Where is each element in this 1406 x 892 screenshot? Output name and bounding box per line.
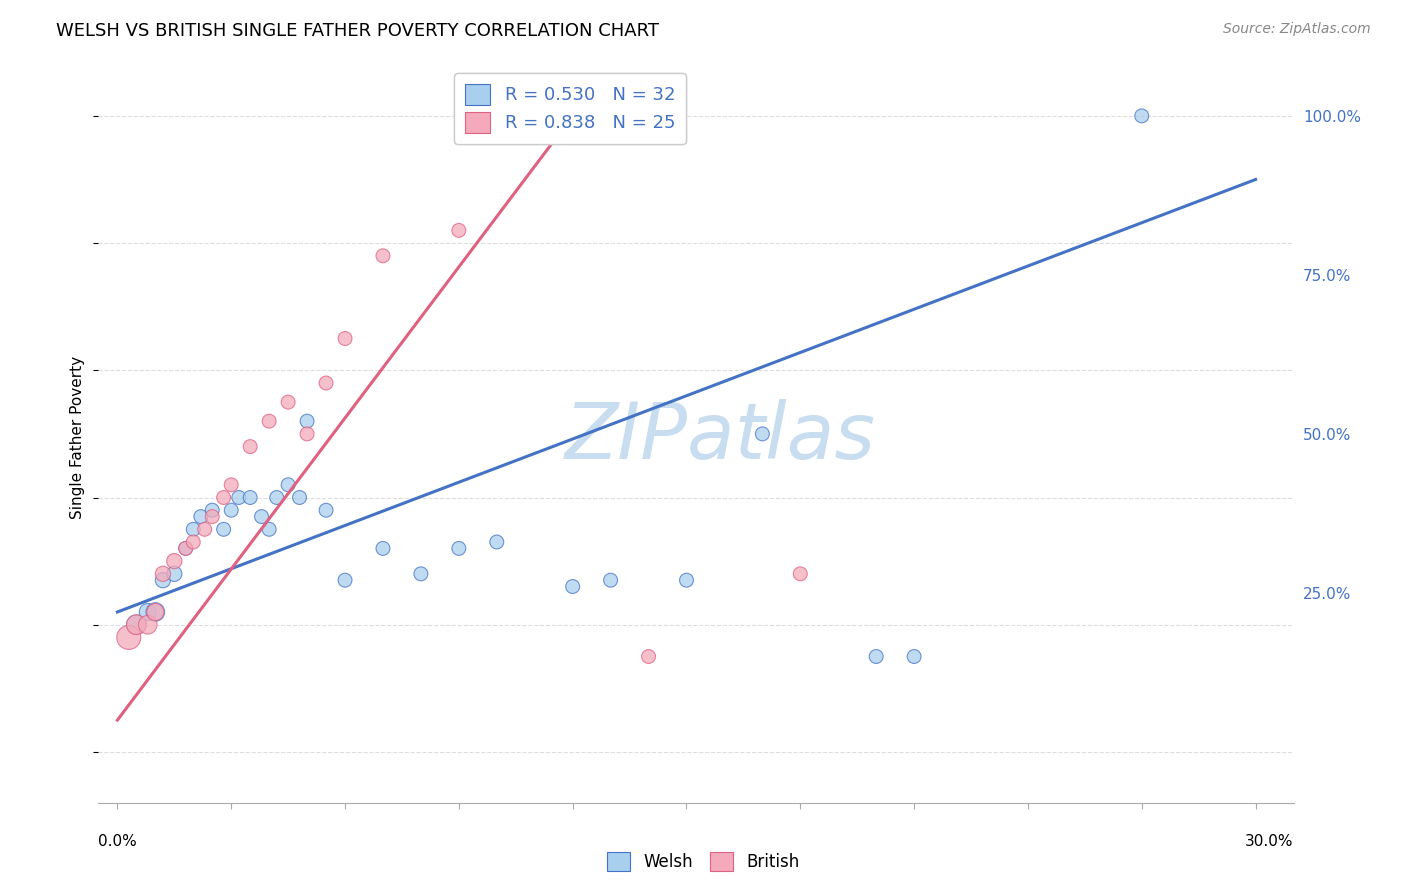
Point [333,573,356,587]
Point [903,649,925,664]
Point [201,503,224,517]
Point [143,605,166,619]
Point [143,605,166,619]
Point [174,541,197,556]
Point [239,491,262,505]
Legend: Welsh, British: Welsh, British [598,843,808,880]
Text: 0.0%: 0.0% [98,834,138,849]
Point [152,566,174,581]
Point [152,573,174,587]
Point [266,491,288,505]
Point [447,541,470,556]
Point [675,573,697,587]
Text: 30.0%: 30.0% [1246,834,1294,849]
Text: WELSH VS BRITISH SINGLE FATHER POVERTY CORRELATION CHART: WELSH VS BRITISH SINGLE FATHER POVERTY C… [56,22,659,40]
Point [277,477,299,491]
Point [485,109,508,123]
Point [295,414,318,428]
Point [163,566,186,581]
Point [409,566,432,581]
Point [118,631,141,645]
Point [1130,109,1153,123]
Point [212,491,235,505]
Point [125,617,148,632]
Point [581,109,603,123]
Point [239,440,262,454]
Point [250,509,273,524]
Point [751,426,773,441]
Point [277,395,299,409]
Point [136,605,159,619]
Point [174,541,197,556]
Point [789,566,811,581]
Point [561,580,583,594]
Point [333,331,356,345]
Point [865,649,887,664]
Text: ZIPatlas: ZIPatlas [564,399,876,475]
Point [136,617,159,632]
Point [637,649,659,664]
Point [447,223,470,237]
Point [315,503,337,517]
Point [163,554,186,568]
Legend: R = 0.530   N = 32, R = 0.838   N = 25: R = 0.530 N = 32, R = 0.838 N = 25 [454,73,686,144]
Point [599,573,621,587]
Point [194,522,217,536]
Point [523,109,546,123]
Y-axis label: Single Father Poverty: Single Father Poverty [70,356,86,518]
Point [315,376,337,390]
Text: Source: ZipAtlas.com: Source: ZipAtlas.com [1223,22,1371,37]
Point [201,509,224,524]
Point [485,535,508,549]
Point [190,509,212,524]
Point [257,414,280,428]
Point [125,617,148,632]
Point [257,522,280,536]
Point [181,535,204,549]
Point [212,522,235,536]
Point [295,426,318,441]
Point [219,477,242,491]
Point [219,503,242,517]
Point [228,491,250,505]
Point [181,522,204,536]
Point [371,249,394,263]
Point [288,491,311,505]
Point [371,541,394,556]
